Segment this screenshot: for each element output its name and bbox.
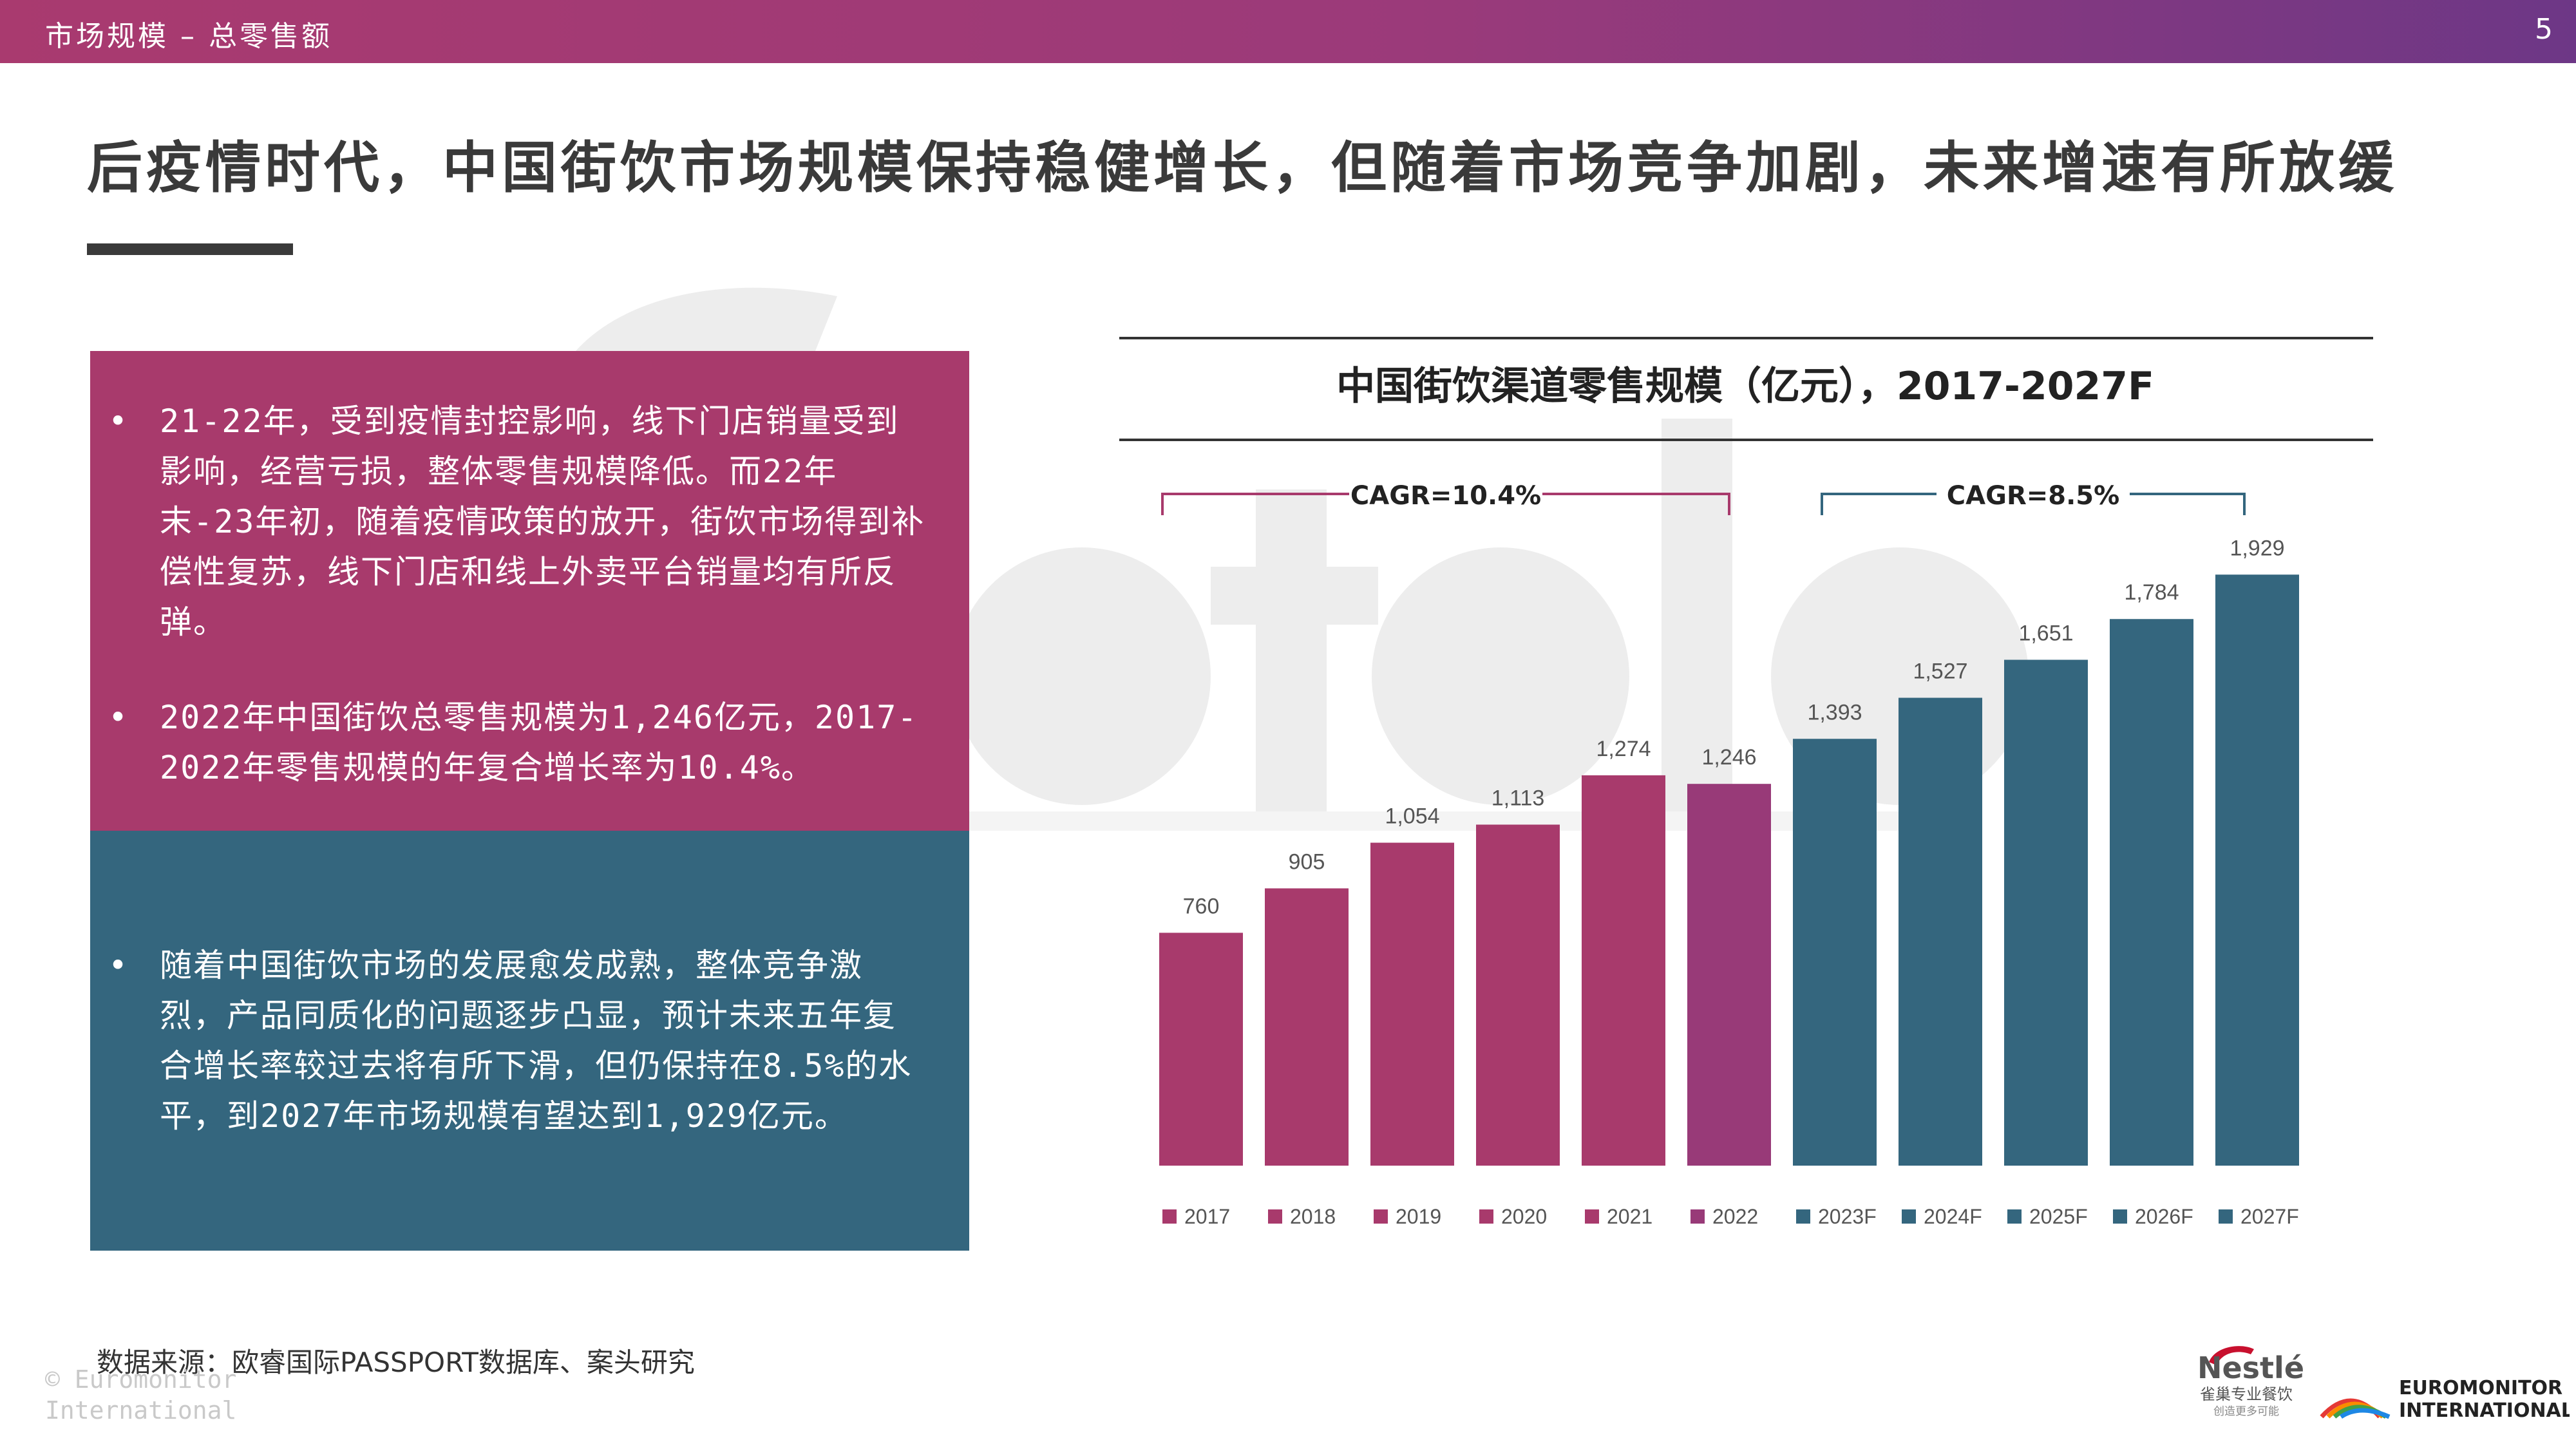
bar-value-label: 1,054 <box>1385 804 1439 829</box>
bar-value-label: 1,274 <box>1596 737 1651 761</box>
bar-value-label: 1,929 <box>2230 536 2284 560</box>
cagr-label: CAGR=10.4% <box>1350 481 1541 511</box>
legend-swatch <box>1796 1209 1810 1224</box>
legend-swatch <box>1585 1209 1599 1224</box>
legend-label: 2024F <box>1924 1205 1982 1228</box>
bullet-text: 2022年中国街饮总零售规模为1,246亿元，2017-2022年零售规模的年复… <box>160 699 918 786</box>
legend-label: 2027F <box>2240 1205 2299 1228</box>
bullet-item: • 随着中国街饮市场的发展愈发成熟，整体竞争激烈，产品同质化的问题逐步凸显，预计… <box>108 940 929 1141</box>
euromonitor-logo-text: INTERNATIONAL <box>2399 1399 2570 1422</box>
top-bar: 市场规模 – 总零售额 5 <box>0 0 2576 63</box>
legend-swatch <box>1268 1209 1282 1224</box>
bullet-text: 21-22年，受到疫情封控影响，线下门店销量受到影响，经营亏损，整体零售规模降低… <box>160 402 925 641</box>
copyright-line: © Euromonitor <box>45 1365 237 1394</box>
bullet-item: • 21-22年，受到疫情封控影响，线下门店销量受到影响，经营亏损，整体零售规模… <box>108 396 929 647</box>
page-number: 5 <box>2535 13 2553 46</box>
bar-2018 <box>1265 888 1349 1166</box>
legend-swatch <box>1374 1209 1388 1224</box>
bar-2026F <box>2110 619 2193 1166</box>
euromonitor-logo-text: EUROMONITOR <box>2399 1377 2562 1399</box>
legend-swatch <box>1902 1209 1916 1224</box>
cagr-label: CAGR=8.5% <box>1947 481 2119 511</box>
bar-2025F <box>2004 659 2088 1166</box>
legend-swatch <box>1479 1209 1493 1224</box>
bar-value-label: 1,113 <box>1492 786 1545 810</box>
bullet-item: • 2022年中国街饮总零售规模为1,246亿元，2017-2022年零售规模的… <box>108 692 929 793</box>
bar-2022 <box>1687 784 1771 1166</box>
bar-2019 <box>1370 842 1454 1166</box>
bar-value-label: 1,393 <box>1807 700 1862 724</box>
legend-swatch <box>1690 1209 1705 1224</box>
bar-2020 <box>1476 824 1560 1166</box>
bar-value-label: 1,651 <box>2018 621 2073 646</box>
legend-label: 2021 <box>1607 1205 1653 1228</box>
euromonitor-logo: EUROMONITOR INTERNATIONAL <box>2320 1377 2570 1422</box>
data-source-note: 数据来源：欧睿国际PASSPORT数据库、案头研究 <box>97 1347 695 1378</box>
chart-title: 中国街饮渠道零售规模（亿元），2017-2027F <box>1336 364 2154 409</box>
bar-value-label: 1,246 <box>1701 745 1756 770</box>
nestle-logo-tagline: 创造更多可能 <box>2213 1405 2279 1418</box>
bar-2027F <box>2215 574 2299 1166</box>
page-title: 后疫情时代，中国街饮市场规模保持稳健增长，但随着市场竞争加剧，未来增速有所放缓 <box>87 136 2398 200</box>
bar-2021 <box>1582 775 1665 1166</box>
nestle-logo-subtext: 雀巢专业餐饮 <box>2200 1385 2293 1403</box>
copyright-note: © Euromonitor International <box>45 1364 236 1426</box>
legend-swatch <box>2113 1209 2127 1224</box>
legend-label: 2019 <box>1396 1205 1441 1228</box>
insight-panel-top: • 21-22年，受到疫情封控影响，线下门店销量受到影响，经营亏损，整体零售规模… <box>90 351 969 831</box>
copyright-line: International <box>45 1396 237 1425</box>
breadcrumb: 市场规模 – 总零售额 <box>45 20 332 53</box>
cagr-bracket <box>1821 493 2246 515</box>
legend-swatch <box>1162 1209 1177 1224</box>
legend-label: 2022 <box>1712 1205 1758 1228</box>
cagr-bracket <box>1161 493 1730 515</box>
bar-value-label: 1,784 <box>2124 580 2179 605</box>
bar-2023F <box>1793 739 1877 1166</box>
bullet-text: 随着中国街饮市场的发展愈发成熟，整体竞争激烈，产品同质化的问题逐步凸显，预计未来… <box>160 947 913 1135</box>
legend-swatch <box>2007 1209 2022 1224</box>
legend-label: 2026F <box>2135 1205 2193 1228</box>
legend-label: 2017 <box>1184 1205 1230 1228</box>
bar-value-label: 1,527 <box>1913 659 1967 684</box>
legend-label: 2018 <box>1290 1205 1336 1228</box>
legend-label: 2023F <box>1818 1205 1877 1228</box>
bar-2024F <box>1899 697 1982 1166</box>
bar-value-label: 905 <box>1289 849 1325 874</box>
legend-swatch <box>2219 1209 2233 1224</box>
legend-label: 2020 <box>1501 1205 1547 1228</box>
legend-label: 2025F <box>2029 1205 2088 1228</box>
title-underline <box>87 243 293 255</box>
retail-size-chart: 中国街饮渠道零售规模（亿元），2017-2027F CAGR=10.4% CAGR… <box>1095 322 2576 1256</box>
bar-value-label: 760 <box>1183 894 1220 918</box>
bar-2017 <box>1159 933 1243 1166</box>
bullet-marker: • <box>108 699 129 736</box>
bar-chart: 中国街饮渠道零售规模（亿元），2017-2027F CAGR=10.4% CAGR… <box>1119 337 2373 1228</box>
nestle-logo-text: Nestlé <box>2197 1350 2304 1385</box>
bullet-marker: • <box>108 947 129 984</box>
bullet-marker: • <box>108 402 129 440</box>
insight-panel-bottom: • 随着中国街饮市场的发展愈发成熟，整体竞争激烈，产品同质化的问题逐步凸显，预计… <box>90 831 969 1251</box>
nestle-logo: Nestlé 雀巢专业餐饮 创造更多可能 <box>2197 1346 2304 1418</box>
